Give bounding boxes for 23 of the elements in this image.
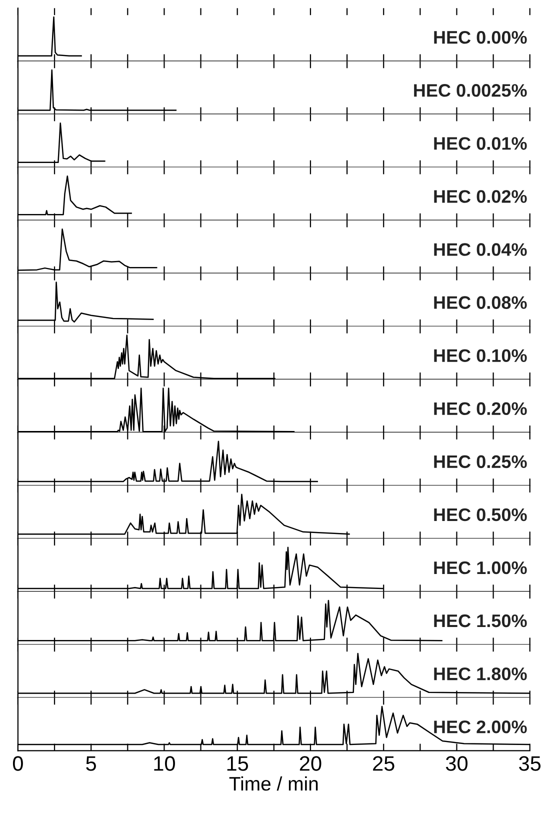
x-tick-label: 20 <box>300 756 322 771</box>
text: HEC 0.02% <box>434 190 527 203</box>
x-tick-label: 5 <box>86 756 96 771</box>
x-tick-label: 15 <box>227 756 248 771</box>
text: HEC 0.04% <box>434 243 527 256</box>
text: HEC 0.50% <box>434 508 527 522</box>
text: HEC 1.80% <box>434 667 527 680</box>
text: HEC 0.10% <box>434 349 527 362</box>
text: HEC 0.08% <box>434 296 527 309</box>
x-tick-label: 10 <box>154 756 175 771</box>
text: HEC 0.0025% <box>414 84 527 97</box>
x-tick-label: 35 <box>519 756 541 771</box>
x-tick-label: 0 <box>12 756 23 771</box>
text: HEC 0.01% <box>434 137 527 150</box>
text: HEC 2.00% <box>434 720 527 734</box>
x-tick-label: 25 <box>373 756 394 771</box>
text: HEC 0.25% <box>434 455 527 468</box>
text: HEC 1.50% <box>434 614 527 628</box>
text: HEC 1.00% <box>434 561 527 574</box>
x-tick-label: 30 <box>446 756 468 771</box>
text: HEC 0.20% <box>434 402 527 416</box>
text: HEC 0.00% <box>434 30 527 44</box>
x-axis-title: Time / min <box>229 776 318 791</box>
